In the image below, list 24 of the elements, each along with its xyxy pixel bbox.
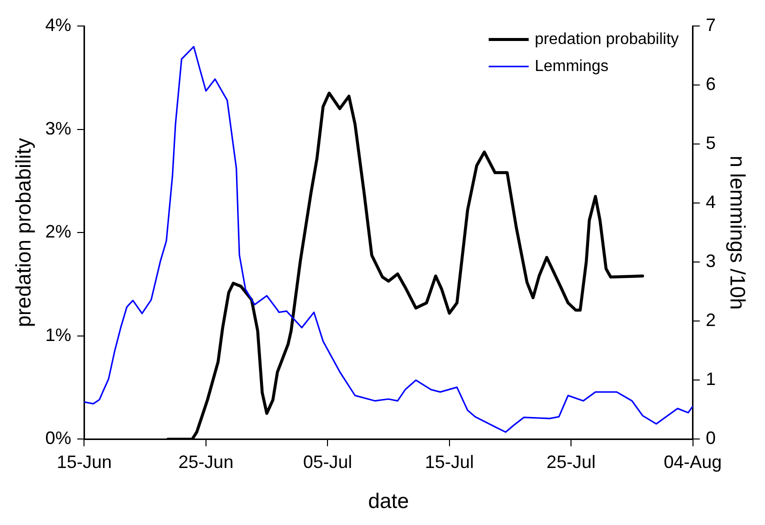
x-tick-label: 15-Jul: [424, 452, 474, 472]
x-tick-label: 04-Aug: [664, 452, 722, 472]
y2-tick-label: 1: [706, 369, 716, 390]
y-tick-label: 4%: [45, 14, 72, 35]
y2-tick-label: 6: [706, 74, 716, 94]
x-tick-label: 15-Jun: [56, 452, 112, 472]
y2-axis-title: n lemmings /10h: [726, 156, 749, 310]
y2-tick-label: 7: [706, 14, 716, 35]
y-axis-title: predation probability: [12, 138, 36, 328]
x-axis-title: date: [368, 490, 409, 514]
y-tick-label: 3%: [45, 118, 72, 138]
x-tick-label: 05-Jul: [303, 452, 352, 472]
legend-label: predation probability: [534, 30, 679, 48]
y2-tick-label: 0: [706, 428, 716, 448]
y-tick-label: 0%: [45, 428, 72, 448]
y2-tick-label: 4: [706, 192, 716, 212]
legend-label: Lemmings: [534, 58, 609, 75]
y2-tick-label: 2: [706, 310, 716, 330]
y2-tick-label: 5: [706, 133, 716, 154]
y-tick-label: 1%: [45, 324, 72, 345]
y-tick-label: 2%: [45, 222, 72, 242]
x-tick-label: 25-Jun: [178, 452, 234, 472]
x-tick-label: 25-Jul: [546, 452, 596, 472]
y2-tick-label: 3: [706, 251, 716, 272]
